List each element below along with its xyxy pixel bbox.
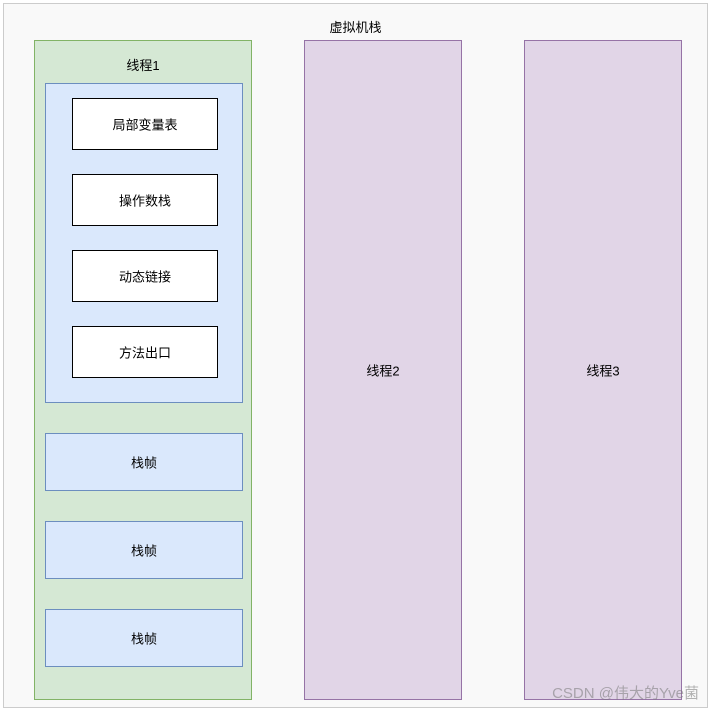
stack-frame-detail: 局部变量表 操作数栈 动态链接 方法出口 <box>45 83 243 403</box>
local-var-table-label: 局部变量表 <box>112 115 177 134</box>
vm-stack-title: 虚拟机栈 <box>329 17 381 36</box>
stack-frame-1: 栈帧 <box>45 433 243 491</box>
thread-3-box: 线程3 <box>524 40 682 700</box>
thread-1-box: 线程1 局部变量表 操作数栈 动态链接 方法出口 栈帧 栈帧 栈帧 <box>34 40 252 700</box>
thread-3-label: 线程3 <box>586 361 619 380</box>
thread-1-label: 线程1 <box>126 55 159 74</box>
operand-stack-label: 操作数栈 <box>119 191 171 210</box>
stack-frame-1-label: 栈帧 <box>131 453 157 472</box>
thread-2-box: 线程2 <box>304 40 462 700</box>
vm-stack-container: 虚拟机栈 线程1 局部变量表 操作数栈 动态链接 方法出口 栈帧 栈帧 <box>3 3 708 708</box>
stack-frame-3: 栈帧 <box>45 609 243 667</box>
stack-frame-3-label: 栈帧 <box>131 629 157 648</box>
method-exit-label: 方法出口 <box>119 343 171 362</box>
stack-frame-2-label: 栈帧 <box>131 541 157 560</box>
watermark: CSDN @伟大的Yve菌 <box>552 682 699 703</box>
dynamic-linking: 动态链接 <box>72 250 218 302</box>
operand-stack: 操作数栈 <box>72 174 218 226</box>
dynamic-linking-label: 动态链接 <box>119 267 171 286</box>
stack-frame-2: 栈帧 <box>45 521 243 579</box>
method-exit: 方法出口 <box>72 326 218 378</box>
local-var-table: 局部变量表 <box>72 98 218 150</box>
thread-2-label: 线程2 <box>366 361 399 380</box>
